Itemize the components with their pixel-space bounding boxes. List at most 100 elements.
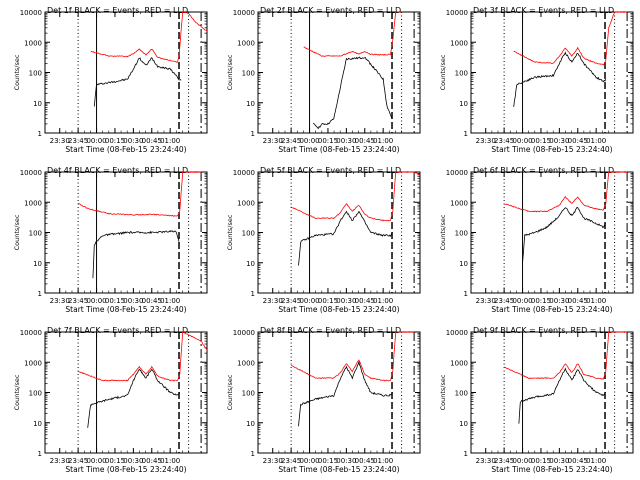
panel-det-4: Det 4f BLACK = Events, RED = LLD 1 10 100 10…: [13, 166, 208, 314]
x-tick-label: 00:30: [549, 457, 569, 465]
y-tick-label: 100: [29, 230, 42, 238]
plot-frame: [470, 331, 634, 454]
x-tick-label: 00:00: [512, 297, 532, 305]
y-tick-label: 10: [33, 260, 42, 268]
x-tick-label: 00:45: [568, 137, 588, 145]
y-tick-label: 100: [455, 230, 468, 238]
y-tick-label: 1000: [237, 199, 255, 207]
series-line-lld: [303, 11, 402, 57]
chart-title: Det 3f BLACK = Events, RED = LLD: [473, 6, 614, 15]
chart-title: Det 5f BLACK = Events, RED = LLD: [260, 166, 401, 175]
x-tick-label: 01:00: [160, 457, 180, 465]
series-line-events: [522, 206, 607, 263]
x-tick-label: 01:00: [160, 137, 180, 145]
y-tick-label: 1000: [450, 359, 468, 367]
series-line-lld: [290, 331, 415, 382]
y-tick-label: 100: [455, 390, 468, 398]
x-tick-label: 23:45: [68, 457, 88, 465]
x-tick-label: 00:00: [86, 457, 106, 465]
y-tick-label: 100: [242, 390, 255, 398]
y-tick-label: 10: [246, 260, 255, 268]
panel-det-5: Det 5f BLACK = Events, RED = LLD 1 10 100 10…: [226, 166, 421, 314]
x-tick-label: 00:15: [105, 297, 125, 305]
x-tick-label: 23:30: [50, 137, 70, 145]
y-tick-label: 1: [251, 130, 255, 138]
x-axis-label: Start Time (08-Feb-15 23:24:40): [491, 465, 612, 474]
chart-title: Det 7f BLACK = Events, RED = LLD: [47, 326, 188, 335]
y-tick-label: 1000: [24, 359, 42, 367]
x-tick-label: 01:00: [586, 457, 606, 465]
x-tick-label: 00:15: [531, 457, 551, 465]
y-tick-label: 100: [455, 70, 468, 78]
series-line-events: [298, 361, 394, 427]
plot-frame: [44, 11, 208, 134]
x-tick-label: 00:45: [568, 297, 588, 305]
x-tick-label: 01:00: [586, 297, 606, 305]
x-tick-label: 00:45: [355, 137, 375, 145]
x-axis-label: Start Time (08-Feb-15 23:24:40): [65, 305, 186, 314]
chart-title: Det 6f BLACK = Events, RED = LLD: [473, 166, 614, 175]
y-tick-label: 1000: [450, 39, 468, 47]
x-tick-label: 23:30: [476, 457, 496, 465]
x-tick-label: 01:00: [373, 297, 393, 305]
x-tick-label: 00:30: [549, 137, 569, 145]
chart-title: Det 4f BLACK = Events, RED = LLD: [47, 166, 188, 175]
series-line-lld: [513, 11, 628, 66]
y-tick-label: 1000: [24, 39, 42, 47]
x-tick-label: 00:00: [86, 297, 106, 305]
x-tick-label: 00:15: [531, 297, 551, 305]
y-tick-label: 1: [38, 450, 42, 458]
x-tick-label: 23:45: [68, 137, 88, 145]
panel-det-2: Det 2f BLACK = Events, RED = LLD 1 10 100 10…: [226, 6, 421, 154]
panel-det-7: Det 7f BLACK = Events, RED = LLD 1 10 100 10…: [13, 326, 208, 474]
panel-det-3: Det 3f BLACK = Events, RED = LLD 1 10 100 10…: [439, 6, 634, 154]
series-line-lld: [290, 171, 421, 222]
y-tick-label: 10: [459, 100, 468, 108]
x-tick-label: 00:15: [318, 137, 338, 145]
x-tick-label: 00:45: [142, 457, 162, 465]
panel-det-1: Det 1f BLACK = Events, RED = LLD 1 10 100 10…: [13, 6, 208, 154]
y-tick-label: 1: [464, 130, 468, 138]
y-tick-label: 10000: [446, 329, 468, 337]
x-tick-label: 00:15: [318, 457, 338, 465]
y-axis-label: Counts/sec: [439, 214, 447, 250]
plot-frame: [44, 331, 208, 454]
y-tick-label: 10: [459, 260, 468, 268]
x-tick-label: 00:30: [336, 457, 356, 465]
x-tick-label: 00:00: [299, 297, 319, 305]
x-axis-label: Start Time (08-Feb-15 23:24:40): [278, 145, 399, 154]
y-tick-label: 10: [246, 100, 255, 108]
y-tick-label: 1: [464, 450, 468, 458]
x-tick-label: 00:15: [105, 137, 125, 145]
series-line-lld: [90, 11, 208, 63]
x-tick-label: 00:45: [142, 297, 162, 305]
x-axis-label: Start Time (08-Feb-15 23:24:40): [491, 145, 612, 154]
x-tick-label: 23:30: [263, 457, 283, 465]
plot-frame: [257, 11, 421, 134]
x-tick-label: 01:00: [373, 137, 393, 145]
x-axis-label: Start Time (08-Feb-15 23:24:40): [65, 145, 186, 154]
y-tick-label: 100: [29, 390, 42, 398]
x-tick-label: 00:30: [123, 297, 143, 305]
x-tick-label: 00:45: [355, 297, 375, 305]
y-axis-label: Counts/sec: [13, 374, 21, 410]
plot-frame: [470, 171, 634, 294]
y-tick-label: 1000: [237, 39, 255, 47]
x-tick-label: 23:30: [263, 137, 283, 145]
y-tick-label: 1: [38, 130, 42, 138]
x-tick-label: 00:30: [336, 137, 356, 145]
y-axis-label: Counts/sec: [13, 214, 21, 250]
y-tick-label: 100: [29, 70, 42, 78]
x-tick-label: 00:45: [142, 137, 162, 145]
y-tick-label: 1000: [450, 199, 468, 207]
x-axis-label: Start Time (08-Feb-15 23:24:40): [65, 465, 186, 474]
y-tick-label: 10000: [233, 329, 255, 337]
series-line-events: [312, 56, 393, 129]
y-tick-label: 10: [246, 420, 255, 428]
y-tick-label: 1: [251, 450, 255, 458]
y-tick-label: 1: [464, 290, 468, 298]
series-line-events: [298, 210, 393, 266]
y-tick-label: 10000: [233, 169, 255, 177]
series-line-lld: [77, 171, 202, 217]
series-line-events: [513, 51, 607, 107]
